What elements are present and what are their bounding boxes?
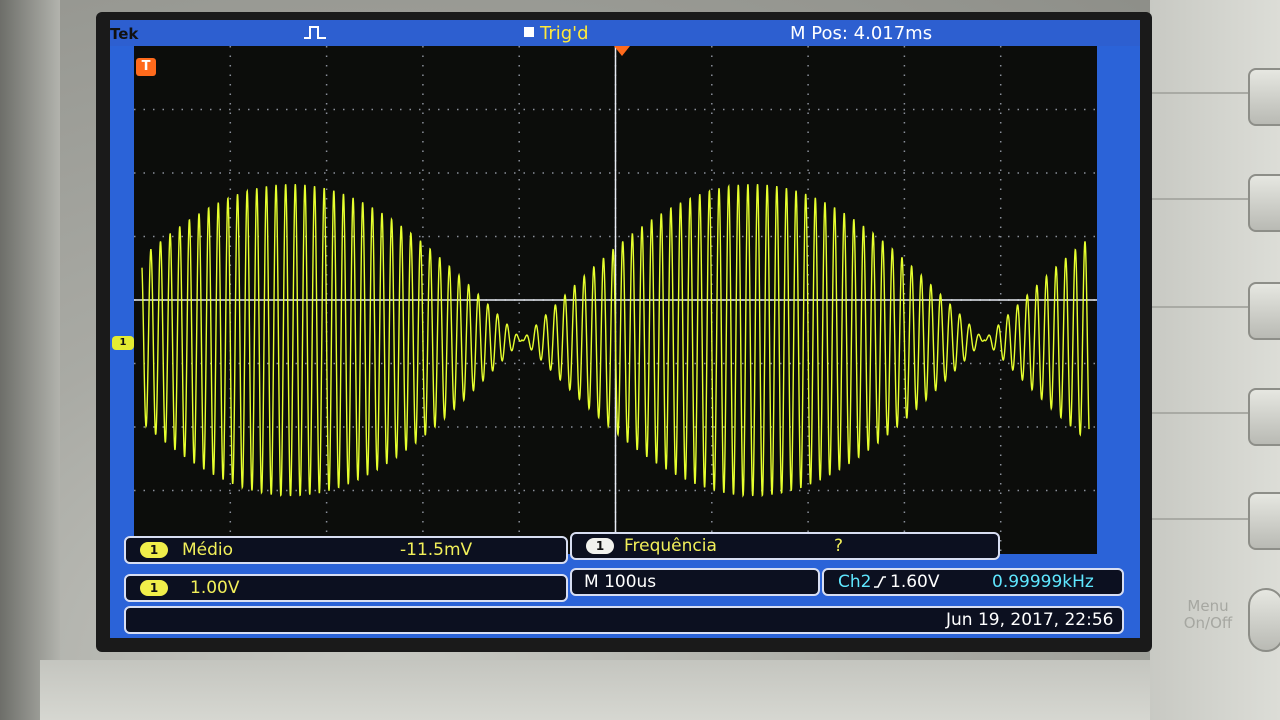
frequency-value: ? (834, 536, 844, 556)
brand-logo: Tek (110, 25, 139, 43)
frequency-measurement: 1 Frequência ? (570, 532, 1000, 560)
top-status-bar: Tek Trig'd M Pos: 4.017ms (110, 20, 1140, 46)
channel1-scale-readout: 1 1.00V (124, 574, 568, 602)
datetime-bar: Jun 19, 2017, 22:56 (124, 606, 1124, 634)
rising-edge-icon (874, 576, 886, 588)
option-button-4[interactable] (1248, 388, 1280, 446)
menu-on-off-label: Menu On/Off (1183, 597, 1233, 632)
side-divider (1150, 92, 1280, 94)
waveform-graticule (134, 46, 1097, 554)
trigger-status-icon (524, 27, 534, 37)
option-button-2[interactable] (1248, 174, 1280, 232)
side-divider (1150, 518, 1280, 520)
mean-measurement: 1 Médio -11.5mV (124, 536, 568, 564)
side-divider (1150, 198, 1280, 200)
channel1-volts-per-div: 1.00V (190, 578, 240, 598)
channel1-badge: 1 (140, 542, 168, 558)
bezel-bottom (40, 660, 1280, 720)
trigger-marker: T (136, 58, 156, 76)
channel1-ground-marker: 1 (112, 336, 134, 350)
mean-value: -11.5mV (400, 540, 473, 560)
trigger-status: Trig'd (524, 23, 589, 44)
option-button-5[interactable] (1248, 492, 1280, 550)
option-button-1[interactable] (1248, 68, 1280, 126)
frequency-label: Frequência (624, 536, 717, 556)
trigger-status-text: Trig'd (540, 23, 589, 44)
timebase-value: M 100us (584, 572, 657, 592)
horizontal-position-readout: M Pos: 4.017ms (790, 23, 933, 44)
channel1-badge: 1 (586, 538, 614, 554)
menu-on-off-button[interactable] (1248, 588, 1280, 652)
side-divider (1150, 306, 1280, 308)
mean-label: Médio (182, 540, 234, 560)
trigger-frequency: 0.99999kHz (992, 572, 1094, 592)
channel1-waveform (141, 183, 1090, 498)
channel1-badge: 1 (140, 580, 168, 596)
side-divider (1150, 412, 1280, 414)
trigger-level: 1.60V (890, 572, 940, 592)
acquisition-pulse-icon (304, 26, 326, 39)
trigger-source: Ch2 (838, 572, 872, 592)
oscilloscope-screen: Tek Trig'd M Pos: 4.017ms T 1 1 Médio -1… (110, 20, 1140, 638)
channel1-trace (141, 183, 1090, 498)
timebase-readout: M 100us (570, 568, 820, 596)
trigger-position-marker (614, 46, 630, 56)
option-button-3[interactable] (1248, 282, 1280, 340)
trigger-readout: Ch2 1.60V 0.99999kHz (822, 568, 1124, 596)
bezel-left-edge (0, 0, 60, 720)
datetime: Jun 19, 2017, 22:56 (946, 610, 1114, 630)
